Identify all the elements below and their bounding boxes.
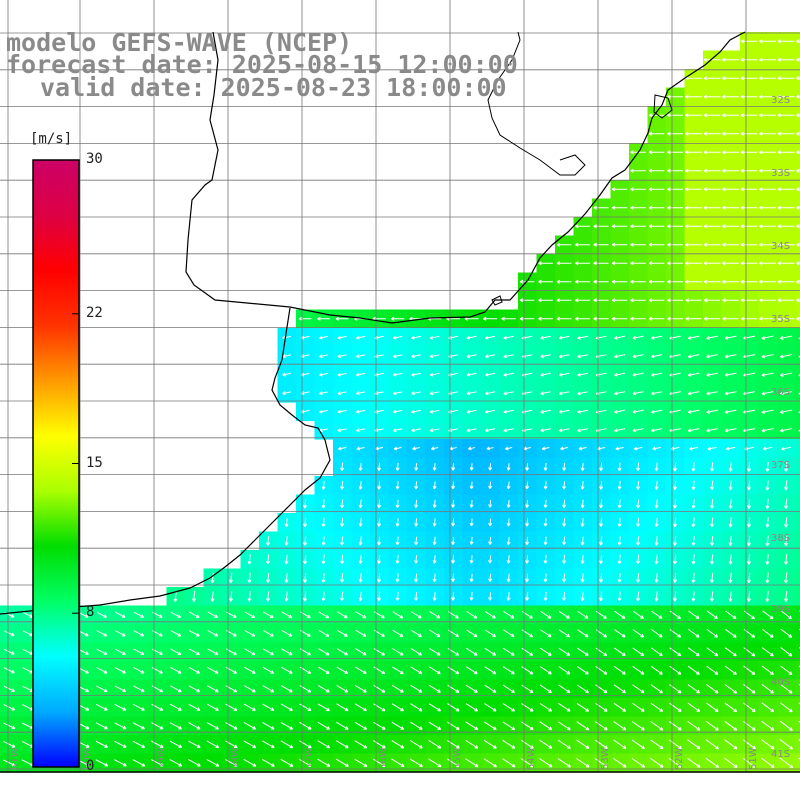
colorbar-tick-label-3: 8: [86, 604, 94, 620]
colorbar-tick-label-1: 22: [86, 305, 103, 321]
lon-label-54W: 54W: [526, 747, 537, 770]
lat-label-41S: 41S: [771, 749, 790, 760]
lon-label-55W: 55W: [452, 747, 463, 770]
lat-label-36S: 36S: [771, 387, 790, 398]
lon-label-57W: 57W: [304, 747, 315, 770]
colorbar-tick-label-4: 0: [86, 758, 94, 774]
colorbar-tick-label-0: 30: [86, 151, 103, 167]
lat-label-33S: 33S: [771, 168, 790, 179]
speed-cell: [796, 754, 800, 773]
lat-label-35S: 35S: [771, 314, 790, 325]
speed-cell: [796, 532, 800, 551]
lon-label-53W: 53W: [600, 747, 611, 770]
lat-label-37S: 37S: [771, 460, 790, 471]
lon-label-59W: 59W: [156, 747, 167, 770]
lon-label-51W: 51W: [748, 747, 759, 770]
speed-cell: [796, 698, 800, 717]
speed-cell: [796, 717, 800, 736]
speed-cell: [796, 735, 800, 754]
lat-label-38S: 38S: [771, 533, 790, 544]
lon-label-56W: 56W: [378, 747, 389, 770]
lon-label-52W: 52W: [674, 747, 685, 770]
speed-cell: [796, 550, 800, 569]
lat-label-34S: 34S: [771, 241, 790, 252]
lat-label-40S: 40S: [771, 677, 790, 688]
speed-cell: [796, 458, 800, 477]
lon-label-61W: 61W: [10, 747, 21, 770]
speed-cell: [796, 624, 800, 643]
colorbar-tick-label-2: 15: [86, 455, 103, 471]
speed-cell: [796, 661, 800, 680]
speed-cell: [796, 439, 800, 458]
speed-cell: [796, 495, 800, 514]
valid-date: valid date: 2025-08-23 18:00:00: [40, 75, 507, 101]
lat-label-39S: 39S: [771, 604, 790, 615]
speed-cell: [796, 587, 800, 606]
lat-label-32S: 32S: [771, 95, 790, 106]
colorbar-unit: [m/s]: [30, 131, 72, 147]
lon-label-58W: 58W: [230, 747, 241, 770]
speed-cell: [796, 476, 800, 495]
speed-cell: [796, 513, 800, 532]
